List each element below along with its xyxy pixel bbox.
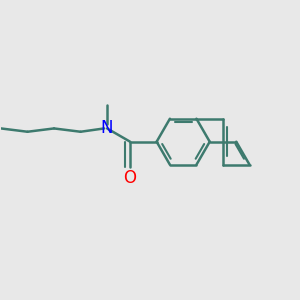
Text: N: N [101, 119, 113, 137]
Text: O: O [124, 169, 136, 187]
